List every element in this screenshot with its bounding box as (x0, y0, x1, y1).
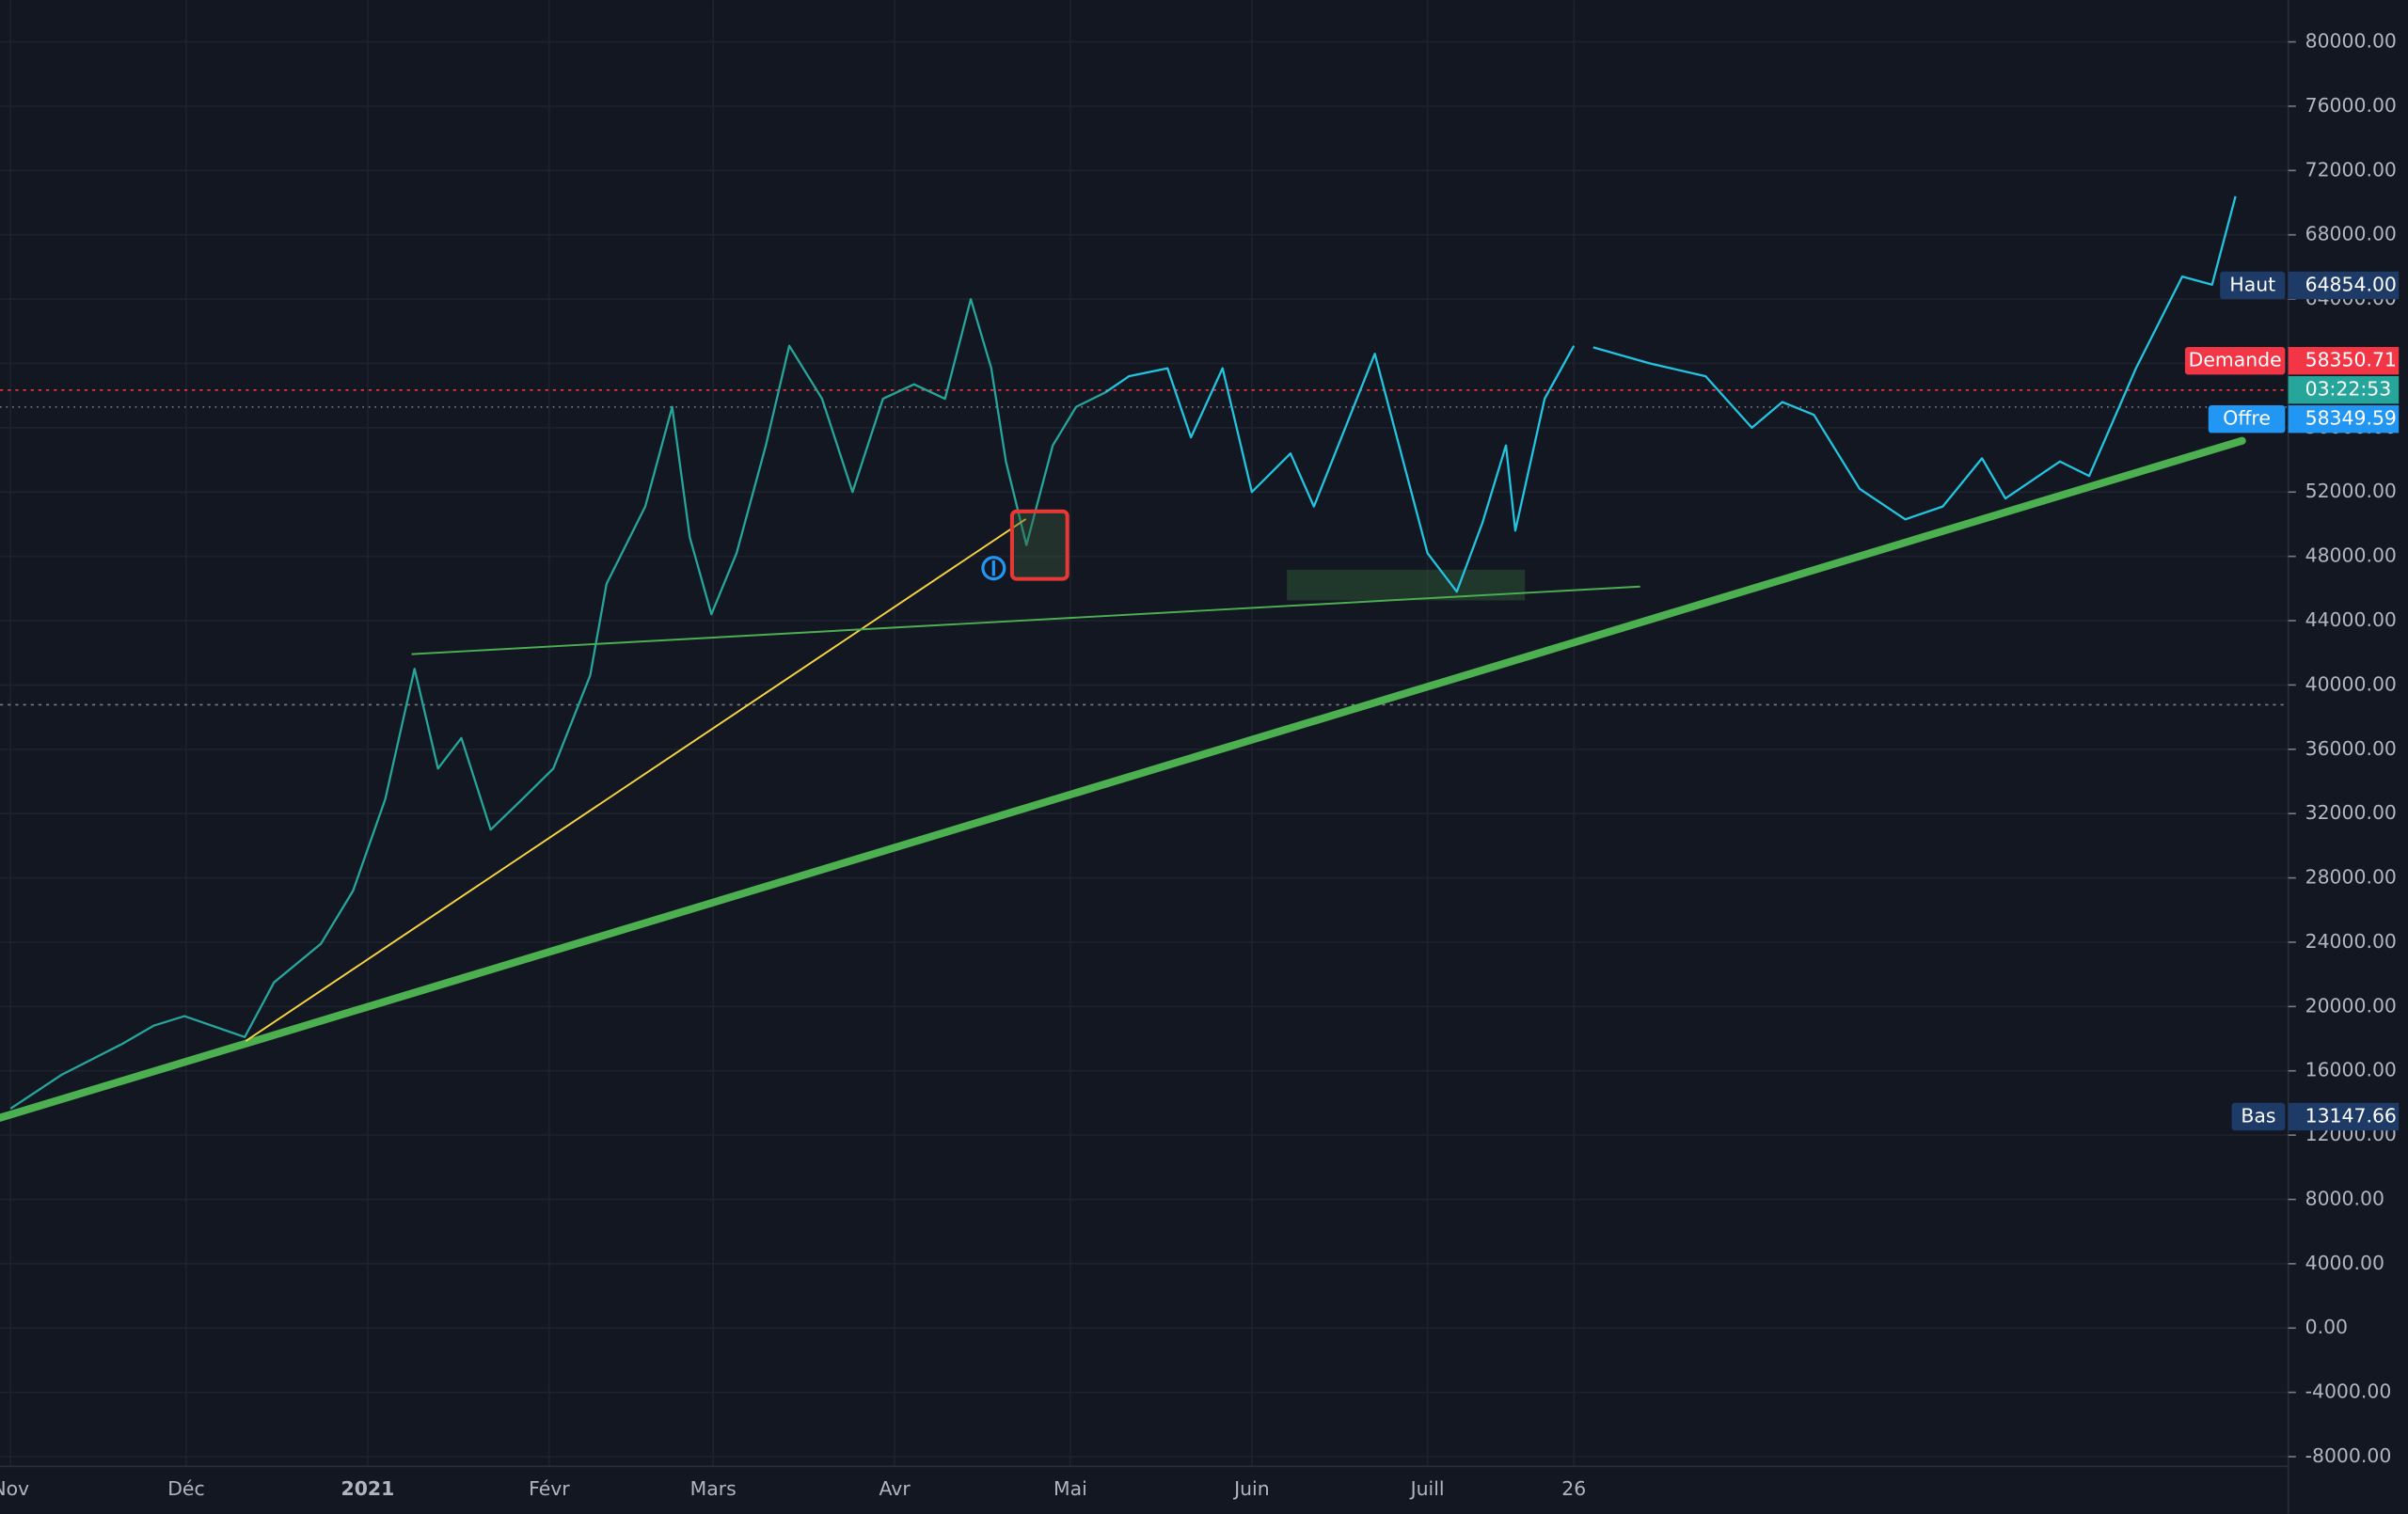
y-tick-label: 16000.00 (2305, 1059, 2397, 1081)
y-tick-label: 44000.00 (2305, 608, 2397, 631)
trend-line (245, 518, 1027, 1042)
price-line-series (1104, 196, 2237, 593)
price-box (2288, 271, 2400, 300)
y-tick-label: 36000.00 (2305, 737, 2397, 760)
highlight-box (1009, 509, 1069, 581)
label-box (2220, 271, 2286, 300)
x-tick-label: Mars (690, 1477, 737, 1500)
y-tick-label: 52000.00 (2305, 480, 2397, 502)
x-tick-label: Juill (1409, 1477, 1445, 1500)
y-tick-label: 0.00 (2305, 1316, 2348, 1338)
price-box (2288, 1102, 2400, 1131)
x-tick-label: 2021 (341, 1477, 395, 1500)
price-text: 58349.59 (2305, 407, 2397, 430)
trend-line (0, 436, 2246, 1122)
price-box (2288, 346, 2400, 375)
label-text: Demande (2189, 349, 2282, 371)
label-text: Bas (2241, 1104, 2275, 1127)
label-box (2184, 346, 2286, 375)
x-tick-label: Déc (167, 1477, 204, 1500)
x-tick-label: Févr (529, 1477, 570, 1500)
y-tick-label: 72000.00 (2305, 158, 2397, 181)
y-tick-label: 76000.00 (2305, 94, 2397, 117)
y-tick-label: 8000.00 (2305, 1187, 2384, 1209)
x-tick-label: Nov (0, 1477, 29, 1500)
label-box (2208, 405, 2286, 434)
y-tick-label: 48000.00 (2305, 544, 2397, 567)
price-text: 13147.66 (2305, 1104, 2397, 1127)
y-tick-label: 4000.00 (2305, 1252, 2384, 1274)
trend-line (411, 585, 1640, 655)
label-text: Haut (2229, 273, 2275, 295)
x-tick-label: 26 (1561, 1477, 1586, 1500)
y-tick-label: 20000.00 (2305, 994, 2397, 1017)
y-tick-label: 24000.00 (2305, 930, 2397, 953)
y-tick-label: 32000.00 (2305, 801, 2397, 824)
event-icon[interactable] (981, 556, 1006, 581)
x-tick-label: Avr (879, 1477, 911, 1500)
y-tick-label: 40000.00 (2305, 672, 2397, 695)
x-tick-label: Juin (1232, 1477, 1270, 1500)
x-tick-label: Mai (1054, 1477, 1087, 1500)
price-text: 58350.71 (2305, 349, 2397, 371)
countdown: 03:22:53 (2305, 378, 2392, 401)
price-text: 64854.00 (2305, 273, 2397, 295)
y-tick-label: -8000.00 (2305, 1444, 2392, 1467)
plot (9, 196, 2237, 1110)
y-tick-label: -4000.00 (2305, 1380, 2392, 1403)
price-labels: Haut 64854.00 Demande 58350.71 Offre 58349.59… (2184, 271, 2400, 1131)
price-box (2288, 405, 2400, 434)
y-tick-label: 28000.00 (2305, 866, 2397, 889)
countdown-box (2288, 375, 2400, 404)
y-tick-label: 68000.00 (2305, 223, 2397, 245)
y-tick-label: 80000.00 (2305, 30, 2397, 53)
grid (0, 0, 2289, 1467)
label-box (2231, 1102, 2286, 1131)
price-line-series (9, 297, 1106, 1110)
label-text: Offre (2223, 407, 2271, 430)
